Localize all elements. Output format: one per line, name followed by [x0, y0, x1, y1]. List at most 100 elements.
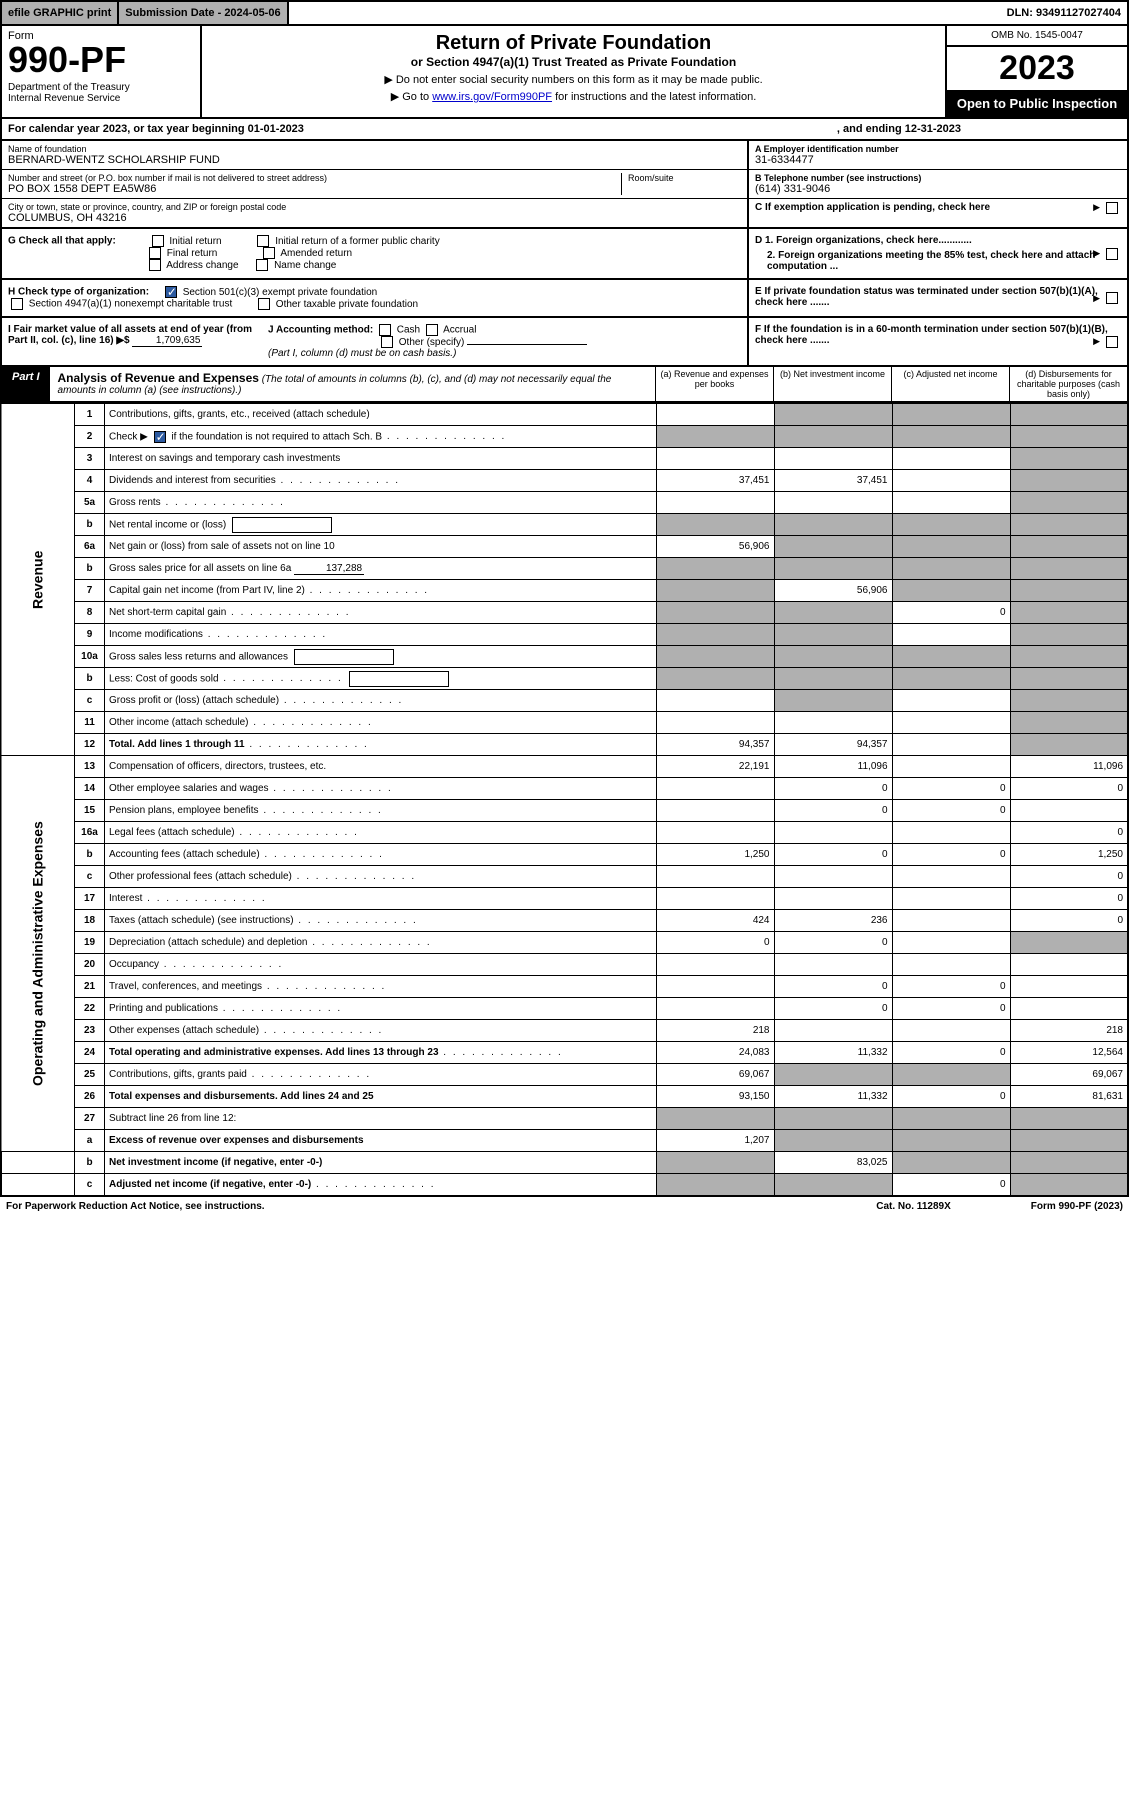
table-row: 14Other employee salaries and wages000 — [1, 778, 1128, 800]
col-d-header: (d) Disbursements for charitable purpose… — [1009, 367, 1127, 401]
note-ssn: ▶ Do not enter social security numbers o… — [208, 73, 939, 86]
table-row: 12Total. Add lines 1 through 1194,35794,… — [1, 734, 1128, 756]
ein: 31-6334477 — [755, 154, 1121, 166]
table-row: 6aNet gain or (loss) from sale of assets… — [1, 536, 1128, 558]
chk-final[interactable] — [149, 247, 161, 259]
city-label: City or town, state or province, country… — [8, 202, 741, 212]
chk-sch-b[interactable] — [154, 431, 166, 443]
d2-label: 2. Foreign organizations meeting the 85%… — [767, 250, 1095, 272]
chk-name[interactable] — [256, 259, 268, 271]
chk-501c3[interactable] — [165, 286, 177, 298]
entity-info: Name of foundation BERNARD-WENTZ SCHOLAR… — [0, 141, 1129, 229]
open-to-public: Open to Public Inspection — [947, 90, 1127, 117]
table-row: 22Printing and publications00 — [1, 998, 1128, 1020]
side-expenses: Operating and Administrative Expenses — [1, 756, 75, 1152]
table-row: cAdjusted net income (if negative, enter… — [1, 1174, 1128, 1196]
table-row: cGross profit or (loss) (attach schedule… — [1, 690, 1128, 712]
addr-label: Number and street (or P.O. box number if… — [8, 173, 621, 183]
room-label: Room/suite — [628, 173, 741, 183]
omb-number: OMB No. 1545-0047 — [947, 26, 1127, 47]
section-c: C If exemption application is pending, c… — [755, 202, 990, 213]
form-header: Form 990-PF Department of the Treasury I… — [0, 26, 1129, 119]
top-bar: efile GRAPHIC print Submission Date - 20… — [0, 0, 1129, 26]
f-label: F If the foundation is in a 60-month ter… — [755, 324, 1108, 346]
table-row: Operating and Administrative Expenses 13… — [1, 756, 1128, 778]
side-revenue: Revenue — [1, 404, 75, 756]
part-label: Part I — [2, 367, 50, 401]
table-row: bAccounting fees (attach schedule)1,2500… — [1, 844, 1128, 866]
table-row: bGross sales price for all assets on lin… — [1, 558, 1128, 580]
chk-amended[interactable] — [263, 247, 275, 259]
page-footer: For Paperwork Reduction Act Notice, see … — [0, 1197, 1129, 1216]
table-row: 25Contributions, gifts, grants paid69,06… — [1, 1064, 1128, 1086]
name-label: Name of foundation — [8, 144, 741, 154]
table-row: aExcess of revenue over expenses and dis… — [1, 1130, 1128, 1152]
table-row: 15Pension plans, employee benefits00 — [1, 800, 1128, 822]
j-label: J Accounting method: — [268, 325, 373, 336]
h-label: H Check type of organization: — [8, 287, 149, 298]
table-row: 11Other income (attach schedule) — [1, 712, 1128, 734]
table-row: 27Subtract line 26 from line 12: — [1, 1108, 1128, 1130]
chk-former-charity[interactable] — [257, 235, 269, 247]
table-row: 7Capital gain net income (from Part IV, … — [1, 580, 1128, 602]
chk-other-taxable[interactable] — [258, 298, 270, 310]
table-row: 3Interest on savings and temporary cash … — [1, 448, 1128, 470]
irs-link[interactable]: www.irs.gov/Form990PF — [432, 91, 552, 103]
j-note: (Part I, column (d) must be on cash basi… — [268, 348, 456, 359]
table-row: bNet investment income (if negative, ent… — [1, 1152, 1128, 1174]
checkbox-c[interactable] — [1106, 202, 1118, 214]
form-subtitle: or Section 4947(a)(1) Trust Treated as P… — [208, 55, 939, 69]
table-row: bNet rental income or (loss) — [1, 514, 1128, 536]
foundation-name: BERNARD-WENTZ SCHOLARSHIP FUND — [8, 154, 741, 166]
part-title: Analysis of Revenue and Expenses — [58, 371, 259, 385]
part-i-header: Part I Analysis of Revenue and Expenses … — [0, 367, 1129, 403]
tax-year: 2023 — [947, 47, 1127, 90]
chk-cash[interactable] — [379, 324, 391, 336]
section-h-row: H Check type of organization: Section 50… — [0, 280, 1129, 318]
table-row: 24Total operating and administrative exp… — [1, 1042, 1128, 1064]
table-row: 8Net short-term capital gain0 — [1, 602, 1128, 624]
city-state-zip: COLUMBUS, OH 43216 — [8, 212, 741, 224]
section-g-row: G Check all that apply: Initial return I… — [0, 229, 1129, 280]
table-row: 23Other expenses (attach schedule)218218 — [1, 1020, 1128, 1042]
g-label: G Check all that apply: — [8, 236, 116, 247]
table-row: 9Income modifications — [1, 624, 1128, 646]
dln: DLN: 93491127027404 — [1001, 2, 1127, 24]
table-row: 4Dividends and interest from securities3… — [1, 470, 1128, 492]
chk-other-method[interactable] — [381, 336, 393, 348]
calendar-year-row: For calendar year 2023, or tax year begi… — [0, 119, 1129, 141]
footer-form: Form 990-PF (2023) — [1031, 1201, 1123, 1212]
chk-initial[interactable] — [152, 235, 164, 247]
chk-accrual[interactable] — [426, 324, 438, 336]
table-row: 19Depreciation (attach schedule) and dep… — [1, 932, 1128, 954]
section-i-row: I Fair market value of all assets at end… — [0, 318, 1129, 367]
chk-f[interactable] — [1106, 336, 1118, 348]
note-link: ▶ Go to www.irs.gov/Form990PF for instru… — [208, 90, 939, 103]
table-row: 21Travel, conferences, and meetings00 — [1, 976, 1128, 998]
d1-label: D 1. Foreign organizations, check here..… — [755, 235, 972, 246]
table-row: bLess: Cost of goods sold — [1, 668, 1128, 690]
table-row: 20Occupancy — [1, 954, 1128, 976]
footer-left: For Paperwork Reduction Act Notice, see … — [6, 1201, 265, 1212]
table-row: 10aGross sales less returns and allowanc… — [1, 646, 1128, 668]
chk-e[interactable] — [1106, 292, 1118, 304]
i-label: I Fair market value of all assets at end… — [8, 324, 252, 346]
footer-cat: Cat. No. 11289X — [876, 1201, 950, 1212]
phone-label: B Telephone number (see instructions) — [755, 173, 1121, 183]
col-a-header: (a) Revenue and expenses per books — [655, 367, 773, 401]
table-row: 17Interest0 — [1, 888, 1128, 910]
e-label: E If private foundation status was termi… — [755, 286, 1098, 308]
table-row: 18Taxes (attach schedule) (see instructi… — [1, 910, 1128, 932]
efile-print-button[interactable]: efile GRAPHIC print — [2, 2, 119, 24]
form-title: Return of Private Foundation — [208, 32, 939, 55]
col-c-header: (c) Adjusted net income — [891, 367, 1009, 401]
ein-label: A Employer identification number — [755, 144, 1121, 154]
table-row: 5aGross rents — [1, 492, 1128, 514]
chk-address[interactable] — [149, 259, 161, 271]
col-b-header: (b) Net investment income — [773, 367, 891, 401]
form-number: 990-PF — [8, 42, 194, 78]
submission-date: Submission Date - 2024-05-06 — [119, 2, 288, 24]
table-row: Revenue 1Contributions, gifts, grants, e… — [1, 404, 1128, 426]
chk-d2[interactable] — [1106, 248, 1118, 260]
chk-4947[interactable] — [11, 298, 23, 310]
